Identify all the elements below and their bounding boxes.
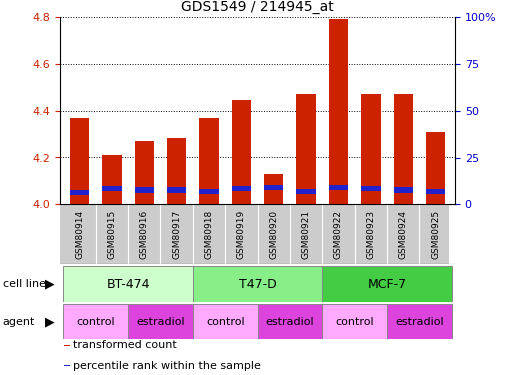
Text: T47-D: T47-D [238,278,277,291]
Bar [426,132,445,204]
Bar [329,185,348,190]
Text: ▶: ▶ [46,278,55,291]
Text: GSM80915: GSM80915 [107,210,117,259]
Text: GSM80925: GSM80925 [431,210,440,259]
Bar [426,189,445,194]
Bar [199,189,219,194]
Text: GSM80923: GSM80923 [366,210,376,259]
Bar [70,190,89,195]
Text: MCF-7: MCF-7 [368,278,406,291]
Bar [128,304,193,339]
Text: GSM80916: GSM80916 [140,210,149,259]
Text: ▶: ▶ [46,315,55,328]
Text: control: control [76,316,115,327]
Bar [387,304,452,339]
Text: GSM80920: GSM80920 [269,210,278,259]
Text: cell line: cell line [3,279,46,289]
Bar [322,266,452,302]
Bar [134,188,154,193]
Text: GSM80924: GSM80924 [399,210,408,259]
Bar [393,94,413,204]
Bar [329,19,348,204]
Bar [64,345,70,346]
Text: GSM80919: GSM80919 [237,210,246,259]
Text: GSM80922: GSM80922 [334,210,343,259]
Bar [361,186,381,192]
Text: GSM80917: GSM80917 [172,210,181,259]
Bar [264,174,283,204]
Bar [193,304,257,339]
Bar [102,186,122,192]
Text: GSM80918: GSM80918 [204,210,213,259]
Bar [297,189,316,194]
Text: control: control [206,316,245,327]
Bar [63,304,128,339]
Bar [393,188,413,193]
Bar [361,94,381,204]
Bar [102,155,122,204]
Bar [70,118,89,204]
Text: GSM80914: GSM80914 [75,210,84,259]
Bar [232,100,251,204]
Text: estradiol: estradiol [136,316,185,327]
Bar [322,304,387,339]
Bar [199,118,219,204]
Text: GSM80921: GSM80921 [302,210,311,259]
Bar [134,141,154,204]
Bar [193,266,322,302]
Text: agent: agent [3,316,35,327]
Text: transformed count: transformed count [73,340,177,350]
Text: estradiol: estradiol [395,316,444,327]
Bar [257,304,322,339]
Bar [167,188,186,193]
Text: estradiol: estradiol [266,316,314,327]
Text: BT-474: BT-474 [106,278,150,291]
Bar [167,138,186,204]
Text: control: control [335,316,374,327]
Bar [264,185,283,190]
Bar [63,266,193,302]
Bar [297,94,316,204]
Bar [232,186,251,192]
Text: percentile rank within the sample: percentile rank within the sample [73,361,261,371]
Title: GDS1549 / 214945_at: GDS1549 / 214945_at [181,0,334,15]
